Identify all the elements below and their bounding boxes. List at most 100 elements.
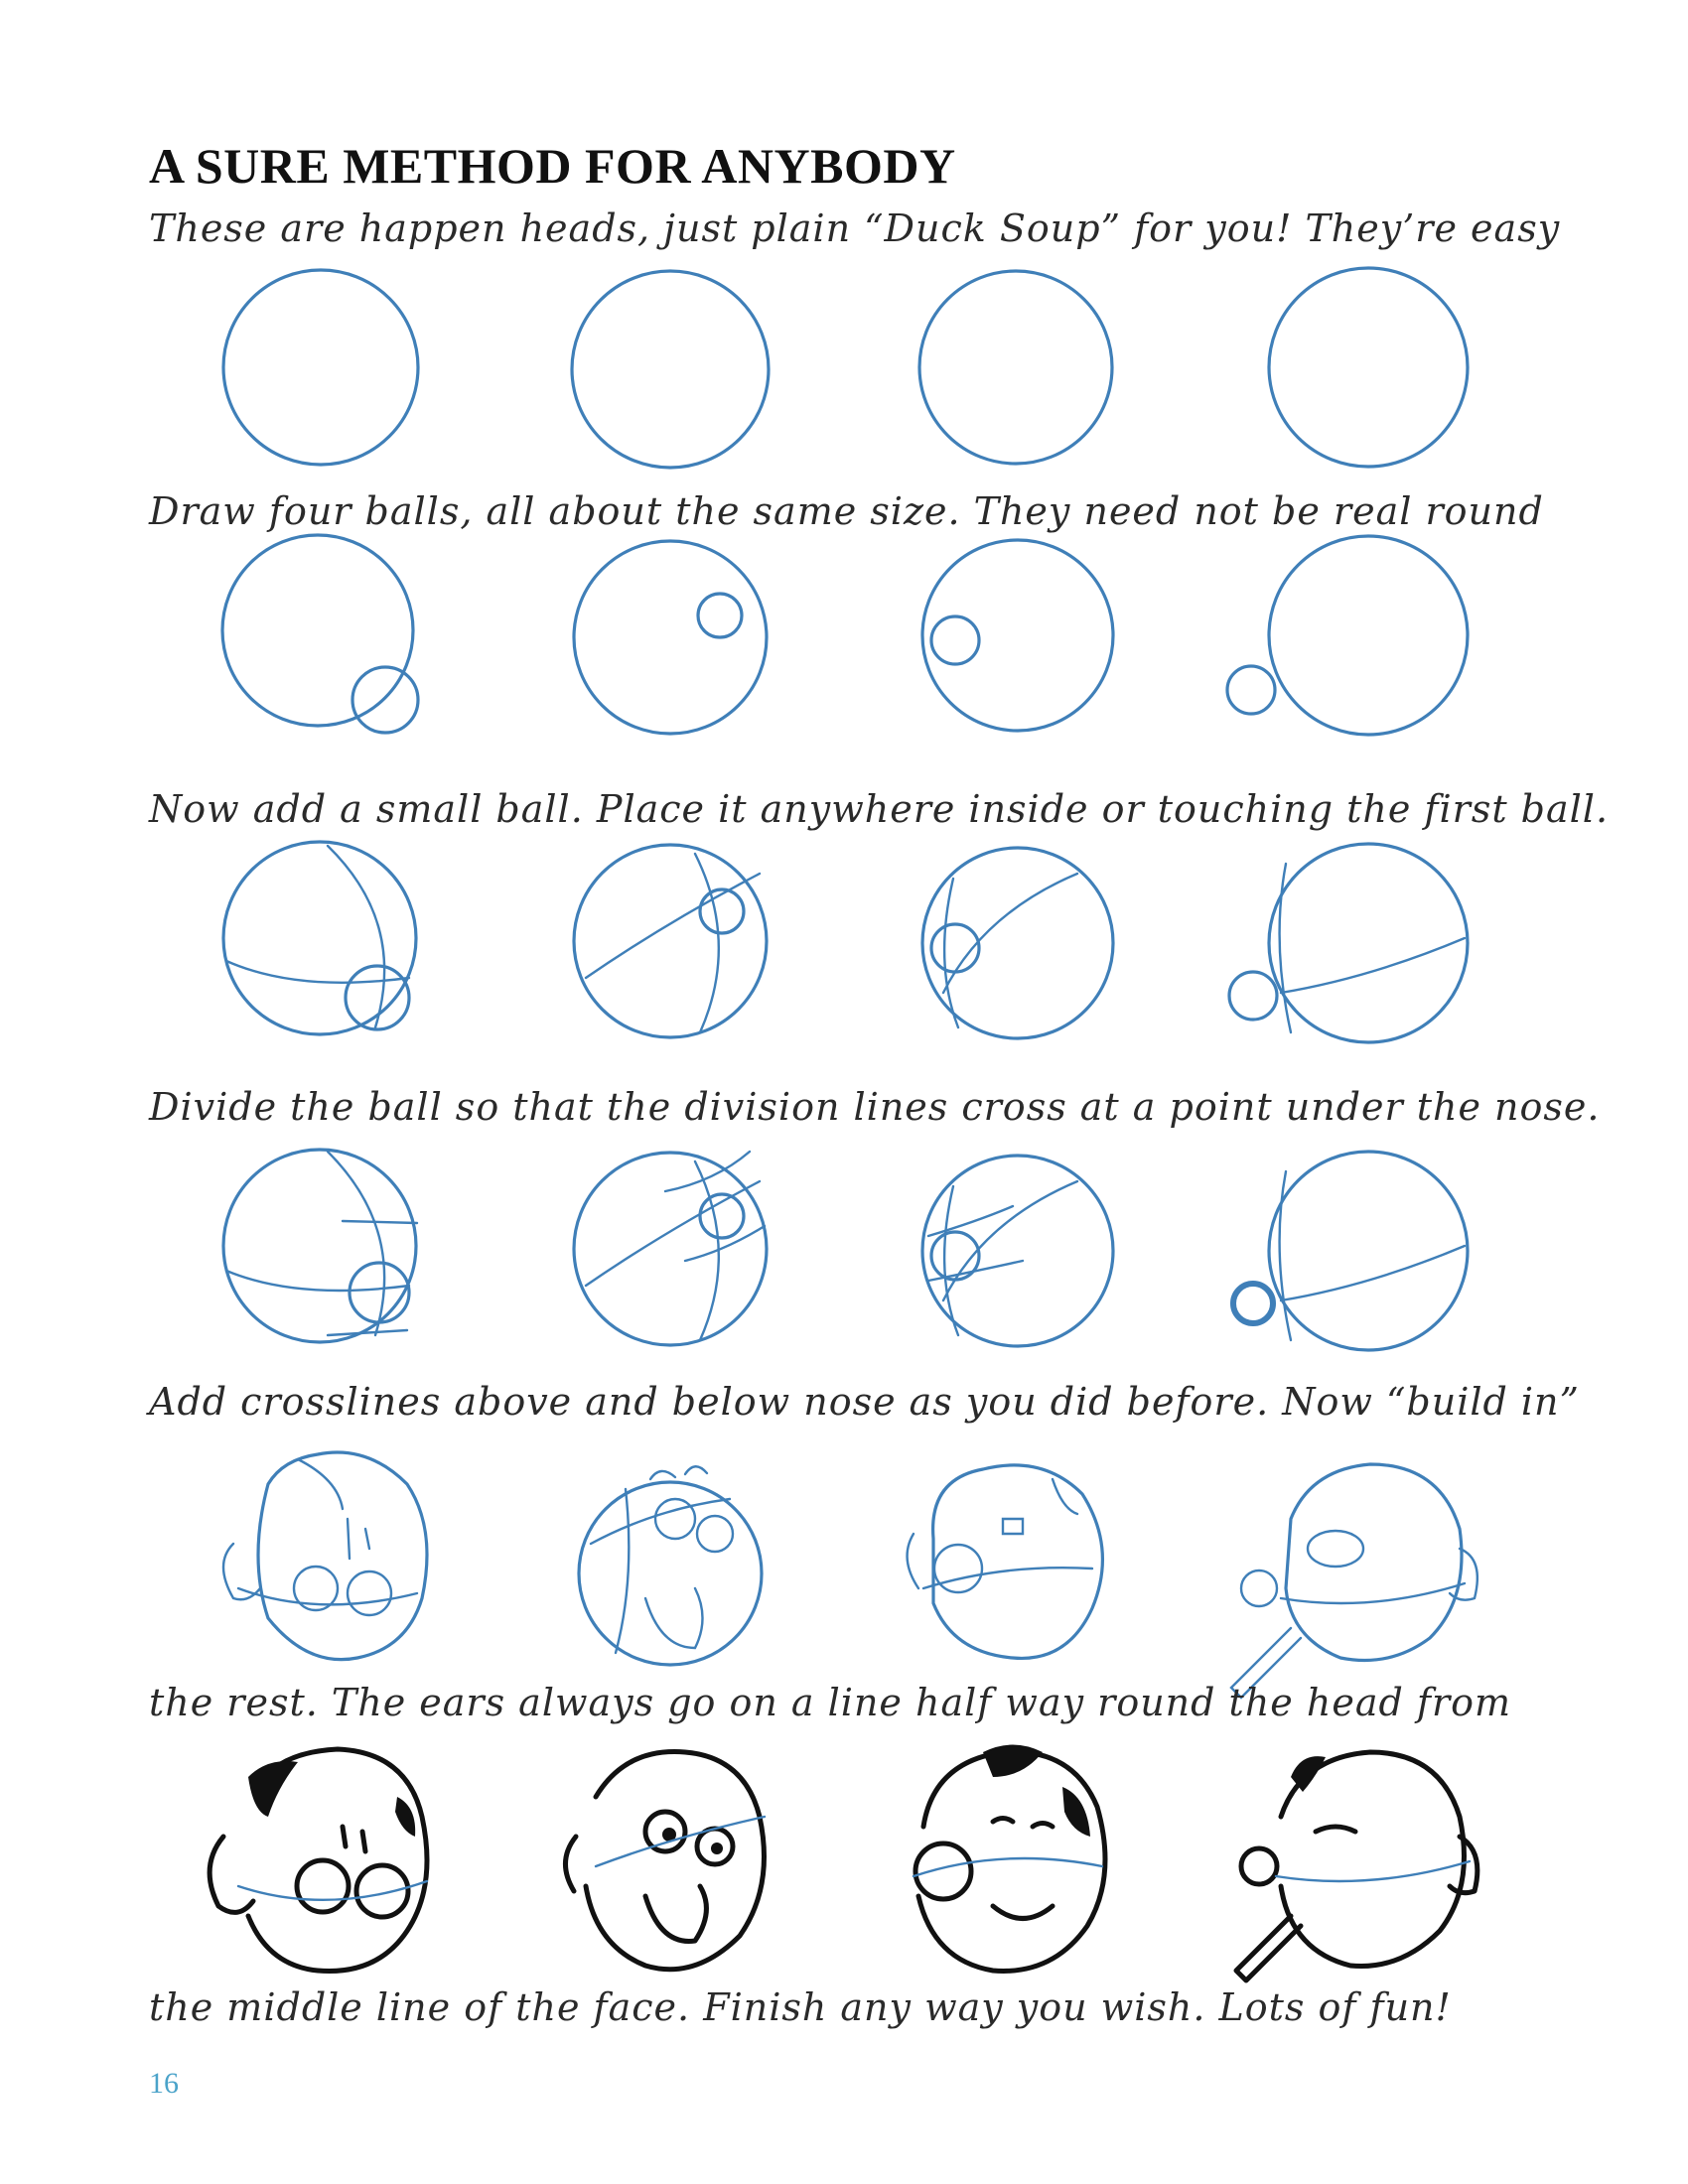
division-line — [224, 959, 411, 984]
crossline — [926, 1259, 1025, 1283]
division-line — [1279, 1244, 1467, 1302]
head-ball-2 — [572, 539, 769, 736]
row-division-lines — [221, 840, 1470, 1044]
head-outline — [583, 1749, 767, 1973]
pupil — [662, 1828, 676, 1842]
eyebrow — [1051, 1477, 1079, 1516]
crossline-ball-3 — [920, 1154, 1115, 1348]
division-line — [236, 1586, 419, 1606]
nose-ball — [929, 922, 981, 974]
cigar — [1229, 1626, 1303, 1700]
head-ball-3 — [920, 538, 1115, 733]
caption-step-6: the middle line of the face. Finish any … — [149, 1985, 1452, 2029]
page-title: A SURE METHOD FOR ANYBODY — [149, 138, 956, 194]
head-outline — [256, 1450, 429, 1662]
ear — [1447, 1834, 1480, 1896]
ball-2 — [570, 269, 771, 470]
nose-ball-3 — [929, 614, 981, 666]
division-line — [1278, 862, 1293, 1034]
head-outline — [245, 1746, 430, 1974]
eye — [990, 1816, 1055, 1830]
nose-ball — [344, 964, 411, 1031]
finished-head-3 — [912, 1744, 1108, 1974]
finished-head-1 — [207, 1746, 430, 1974]
caption-step-3: Divide the ball so that the division lin… — [149, 1085, 1601, 1129]
divided-ball-4 — [1267, 842, 1470, 1044]
nose-ball — [932, 1543, 984, 1594]
crossline — [594, 1815, 767, 1868]
row-small-ball — [220, 533, 1470, 737]
caption-intro: These are happen heads, just plain “Duck… — [149, 206, 1561, 250]
mouth — [643, 1586, 704, 1650]
head-outline — [577, 1480, 764, 1667]
division-line — [912, 1856, 1104, 1878]
cheek — [353, 1862, 411, 1920]
nose-ball-2 — [696, 592, 744, 639]
build-in-head-4 — [1229, 1462, 1479, 1700]
crossline — [663, 1150, 752, 1193]
pupil — [711, 1843, 723, 1854]
division-line — [236, 1879, 429, 1902]
divided-ball-2 — [572, 843, 769, 1039]
division-line — [1274, 1859, 1472, 1883]
row-build-in — [221, 1450, 1479, 1700]
division-line — [942, 877, 960, 1029]
eye-socket — [1306, 1529, 1365, 1569]
ear — [1448, 1547, 1479, 1601]
head-outline — [1278, 1749, 1467, 1970]
crossline-ball-1 — [221, 1148, 418, 1344]
row-crosslines — [221, 1148, 1470, 1352]
crossline — [926, 1204, 1015, 1238]
nose-ball — [913, 1841, 974, 1902]
ball-4 — [1267, 266, 1470, 469]
division-line — [584, 1179, 762, 1288]
division-line — [224, 1269, 411, 1293]
ball-3 — [917, 269, 1114, 466]
head-ball-1 — [220, 533, 415, 728]
division-line — [614, 1487, 631, 1655]
finished-head-4 — [1233, 1749, 1480, 1983]
finished-head-2 — [563, 1749, 767, 1973]
nose-ball — [1230, 1281, 1276, 1326]
caption-step-1: Draw four balls, all about the same size… — [149, 489, 1544, 533]
cheek — [294, 1857, 352, 1915]
nose-ball-1 — [351, 665, 420, 735]
caption-step-5: the rest. The ears always go on a line h… — [149, 1681, 1512, 1724]
divided-ball-3 — [920, 846, 1115, 1040]
eye — [642, 1809, 688, 1854]
eye — [653, 1497, 697, 1541]
head-outline — [930, 1463, 1105, 1661]
head-outline — [1284, 1462, 1464, 1662]
nose-ball — [1227, 970, 1279, 1022]
caption-step-4: Add crosslines above and below nose as y… — [149, 1380, 1580, 1424]
mouth — [990, 1903, 1055, 1921]
ear — [207, 1834, 256, 1915]
eye — [1313, 1824, 1358, 1835]
hair-line — [296, 1457, 345, 1511]
hair-patch — [248, 1761, 298, 1817]
ear — [221, 1542, 262, 1601]
hair-patch — [1291, 1756, 1326, 1792]
build-in-head-2 — [577, 1465, 764, 1667]
hair — [648, 1465, 709, 1481]
crossline — [589, 1497, 732, 1546]
divided-ball-1 — [221, 840, 418, 1036]
ear — [906, 1532, 920, 1590]
division-line — [942, 1184, 960, 1337]
row-finished-heads — [207, 1744, 1480, 1983]
eye — [346, 1517, 371, 1561]
build-in-head-1 — [221, 1450, 429, 1662]
nose-ball — [929, 1230, 981, 1282]
mouth — [642, 1883, 709, 1944]
eye — [695, 1514, 735, 1554]
nose-ball — [1238, 1845, 1280, 1887]
division-line — [1278, 1169, 1293, 1342]
crossline-ball-4 — [1267, 1150, 1470, 1352]
division-line — [941, 1179, 1079, 1302]
division-line — [326, 844, 386, 1029]
hair-patch — [395, 1797, 416, 1837]
division-line — [693, 852, 720, 1034]
division-line — [1279, 1581, 1467, 1605]
crossline — [326, 1328, 409, 1337]
